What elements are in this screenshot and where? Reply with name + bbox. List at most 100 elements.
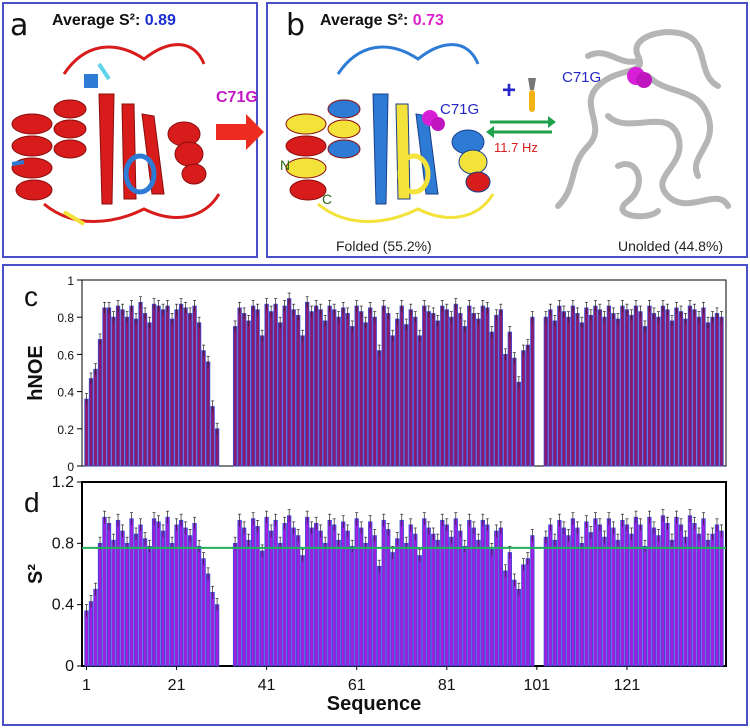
bar-c: [341, 307, 346, 467]
panel-b-label: b: [286, 8, 306, 43]
bar-d: [106, 522, 112, 667]
bar-c: [237, 307, 242, 467]
bar-d: [674, 516, 679, 667]
bar-d: [503, 570, 508, 667]
bar-c: [390, 335, 395, 467]
bar-c: [296, 314, 301, 467]
bar-c: [359, 311, 364, 467]
bar-d: [151, 518, 157, 667]
bar-c: [588, 314, 594, 467]
bar-d: [277, 542, 283, 667]
bar-c: [579, 322, 585, 467]
bar-d: [516, 588, 521, 667]
bar-d: [557, 519, 562, 667]
bar-c: [314, 305, 319, 467]
bar-d: [624, 524, 630, 667]
bar-c: [548, 309, 553, 467]
y-tick-label-d: 0.8: [52, 535, 74, 552]
bar-c: [530, 316, 535, 467]
bar-c: [192, 305, 197, 467]
bar-c: [386, 313, 391, 467]
bar-c: [521, 350, 526, 467]
bar-c: [408, 309, 413, 467]
x-tick-label: 21: [168, 677, 186, 694]
bar-d: [246, 539, 251, 667]
bar-c: [584, 307, 589, 467]
bar-c: [187, 313, 193, 467]
bar-c: [638, 311, 643, 467]
bar-d: [205, 573, 211, 667]
bar-d: [489, 549, 494, 667]
bar-c: [205, 361, 211, 467]
bar-d: [142, 538, 148, 667]
bar-c: [620, 305, 625, 467]
bar-d: [187, 535, 193, 667]
bar-c: [687, 305, 693, 467]
bar-c: [449, 316, 454, 467]
panel-b-average: Average S²: 0.73: [320, 12, 444, 30]
y-tick-label-c: 0.8: [57, 311, 74, 325]
bar-d: [305, 516, 310, 667]
bar-c: [476, 318, 481, 467]
bar-d: [467, 519, 472, 667]
bar-d: [458, 530, 463, 667]
bar-d: [512, 579, 517, 667]
bar-d: [214, 604, 220, 667]
folded-structure-cartoon-mutant: N C C71G: [280, 43, 495, 223]
bar-c: [561, 311, 567, 467]
bar-c: [512, 357, 517, 467]
bar-d: [327, 519, 332, 667]
bar-d: [552, 539, 558, 667]
bar-c: [84, 398, 89, 467]
panel-b-average-prefix: Average S²:: [320, 12, 413, 29]
bar-d: [525, 558, 531, 667]
bar-c: [570, 305, 576, 467]
bar-c: [552, 320, 558, 467]
bar-d: [372, 535, 377, 667]
bar-d: [606, 518, 612, 667]
bar-c: [656, 316, 661, 467]
bar-c: [458, 313, 463, 467]
bar-d: [579, 542, 585, 667]
bar-d: [156, 521, 161, 667]
bar-c: [444, 309, 449, 467]
bar-c: [602, 316, 607, 467]
bar-c: [485, 307, 490, 467]
bar-d: [363, 542, 368, 667]
bar-c: [669, 320, 675, 467]
panel-a-label: a: [10, 8, 29, 43]
bar-c: [241, 313, 247, 467]
bar-c: [120, 309, 125, 467]
bar-c: [246, 320, 251, 467]
bar-d: [701, 518, 706, 667]
exchange-arrows: + 11.7 Hz: [486, 77, 556, 155]
bar-c: [142, 313, 148, 467]
bar-d: [160, 530, 166, 667]
bar-d: [111, 539, 116, 667]
bar-c: [88, 378, 94, 467]
bar-d: [602, 536, 607, 667]
bar-d: [314, 522, 319, 667]
bar-c: [593, 305, 598, 467]
bar-d: [530, 535, 535, 667]
bar-d: [174, 524, 179, 667]
panel-a: a Average S²: 0.89: [2, 2, 258, 258]
bar-c: [489, 331, 494, 467]
bar-d: [395, 538, 400, 667]
bar-c: [277, 322, 283, 467]
bar-c: [435, 320, 440, 467]
bar-d: [683, 536, 688, 667]
folded-caption: Folded (55.2%): [336, 238, 432, 254]
bar-c: [611, 313, 616, 467]
bar-d: [88, 601, 94, 667]
x-tick-label: 61: [348, 677, 366, 694]
bar-d: [593, 518, 598, 667]
mutation-arrow: C71G: [216, 89, 264, 150]
bar-d: [192, 522, 197, 667]
bar-d: [120, 530, 125, 667]
x-tick-label: 1: [82, 677, 91, 694]
bar-c: [422, 305, 427, 467]
bar-d: [115, 519, 121, 667]
bar-d: [449, 536, 454, 667]
bar-d: [282, 522, 287, 667]
